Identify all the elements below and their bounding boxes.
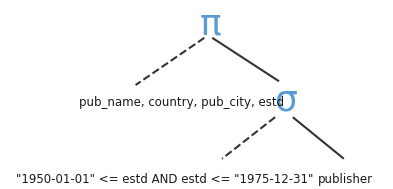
Text: pub_name, country, pub_city, estd: pub_name, country, pub_city, estd xyxy=(79,96,284,108)
Text: σ: σ xyxy=(275,83,298,117)
Text: "1950-01-01" <= estd AND estd <= "1975-12-31": "1950-01-01" <= estd AND estd <= "1975-1… xyxy=(16,173,313,186)
Text: publisher: publisher xyxy=(318,173,373,186)
Text: π: π xyxy=(199,8,221,42)
